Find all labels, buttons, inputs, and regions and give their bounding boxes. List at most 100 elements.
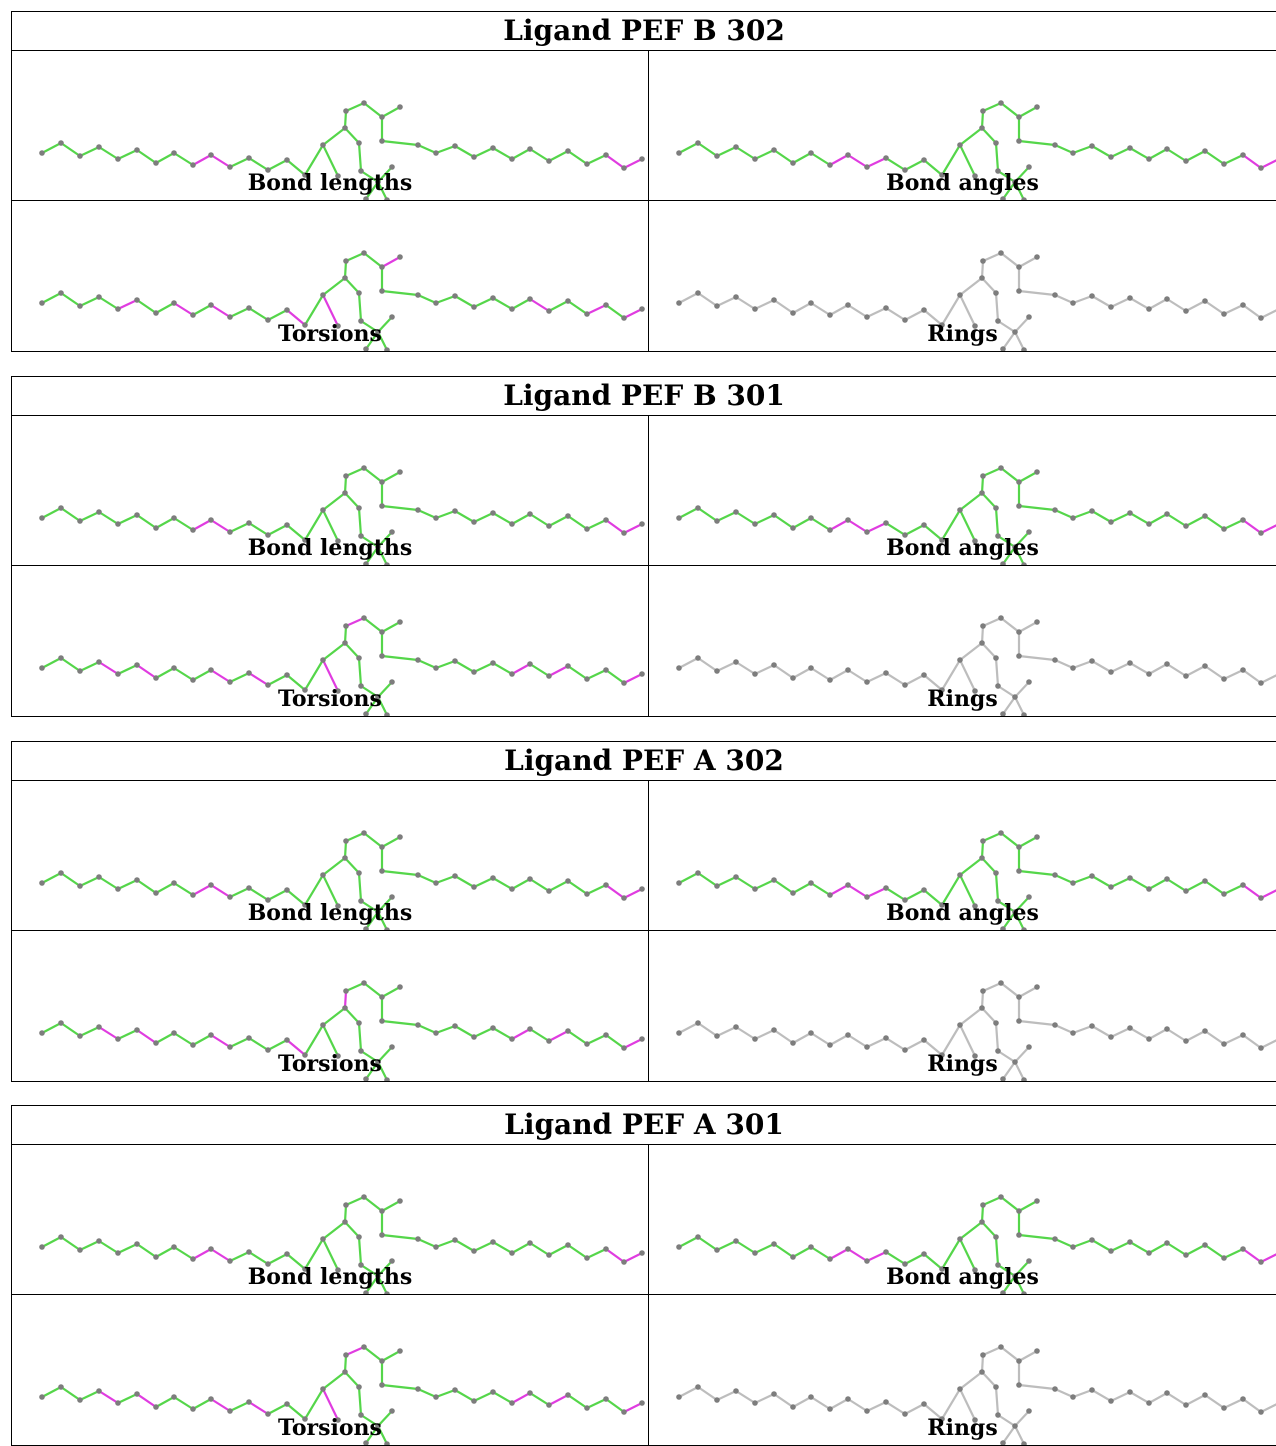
bond-line (364, 1274, 380, 1294)
bond-line (999, 616, 1021, 634)
bond-line (172, 1031, 195, 1047)
atom-node (771, 877, 777, 883)
bond-line (696, 1021, 719, 1038)
atom-node (375, 1059, 381, 1065)
bond-line (78, 1239, 101, 1252)
bond-line (1184, 299, 1207, 313)
atom-node (433, 1244, 439, 1250)
atom-node (1202, 513, 1208, 519)
bond-line (1053, 1023, 1075, 1035)
atom-node (227, 1044, 233, 1050)
bond-line (1013, 680, 1031, 699)
atom-node (190, 1256, 196, 1262)
atom-node (957, 1386, 963, 1392)
atom-node (1258, 680, 1264, 686)
bond-line (884, 671, 907, 687)
bond-line (453, 1238, 476, 1253)
bond-line (321, 1023, 340, 1058)
atom-node (998, 100, 1004, 106)
bond-line (343, 1006, 361, 1025)
bond-line (1147, 662, 1169, 676)
atom-node (584, 161, 590, 167)
molecule-diagram (39, 465, 645, 565)
bond-line (285, 1252, 307, 1271)
atom-node (603, 152, 609, 158)
bond-line (1184, 149, 1207, 163)
bond-line (380, 1199, 402, 1213)
molecule-diagram (676, 615, 1276, 716)
atom-node (356, 290, 362, 296)
atom-node (752, 1250, 758, 1256)
bond-line (321, 143, 340, 178)
bond-line (865, 156, 888, 169)
atom-node (134, 1391, 140, 1397)
atom-node (490, 660, 496, 666)
atom-node (246, 670, 252, 676)
bond-line (78, 875, 101, 888)
bond-line (209, 153, 232, 169)
atom-node (733, 294, 739, 300)
atom-node (546, 158, 552, 164)
atom-node (771, 1391, 777, 1397)
bond-line (677, 1021, 700, 1035)
bond-line (865, 521, 888, 534)
bond-line (364, 330, 380, 351)
atom-node (603, 1396, 609, 1402)
bond-line (228, 521, 251, 534)
bond-line (828, 303, 850, 317)
bond-line (940, 1387, 962, 1421)
atom-node (676, 150, 682, 156)
bond-line (172, 516, 195, 532)
bond-line (266, 673, 289, 687)
bond-line (59, 1021, 82, 1038)
bond-line (172, 301, 195, 317)
bond-line (604, 1247, 626, 1264)
bond-line (1109, 296, 1132, 309)
bond-line (303, 1387, 325, 1421)
bond-line (791, 1031, 813, 1045)
atom-node (379, 479, 385, 485)
bond-line (376, 545, 389, 565)
atom-node (361, 980, 367, 986)
atom-node (389, 314, 395, 320)
atom-node (1258, 1045, 1264, 1051)
molecule-diagram (39, 615, 645, 716)
bond-line (364, 1060, 380, 1081)
bond-line (696, 656, 719, 673)
bond-line (1109, 661, 1132, 674)
bond-line (343, 1370, 361, 1389)
atom-node (1016, 1208, 1022, 1214)
atom-node (471, 669, 477, 675)
atom-node (39, 150, 45, 156)
atom-node (1012, 1059, 1018, 1065)
bond-line (1184, 1393, 1207, 1407)
atom-node (639, 156, 645, 162)
atom-node (565, 298, 571, 304)
bond-line (376, 895, 394, 914)
atom-node (375, 544, 381, 550)
panel-title: Ligand PEF A 301 (12, 1106, 1276, 1145)
bond-line (321, 126, 347, 147)
atom-node (39, 515, 45, 521)
atom-node (39, 300, 45, 306)
bond-line (359, 1049, 380, 1064)
atom-node (77, 1033, 83, 1039)
atom-node (361, 615, 367, 621)
atom-node (1183, 158, 1189, 164)
bond-line (191, 1033, 213, 1047)
atom-node (1016, 503, 1022, 509)
bond-line (154, 301, 176, 315)
atom-node (676, 1030, 682, 1036)
bond-line (1165, 1391, 1188, 1407)
bond-line (772, 513, 795, 530)
bond-line (510, 877, 532, 891)
atom-node (1164, 661, 1170, 667)
bond-line (884, 1250, 907, 1266)
bond-line (1184, 664, 1207, 678)
bond-line (547, 149, 570, 163)
atom-node (1183, 888, 1189, 894)
atom-node (171, 300, 177, 306)
atom-node (621, 1259, 627, 1265)
atom-node (335, 538, 341, 544)
bond-line (846, 1033, 869, 1049)
